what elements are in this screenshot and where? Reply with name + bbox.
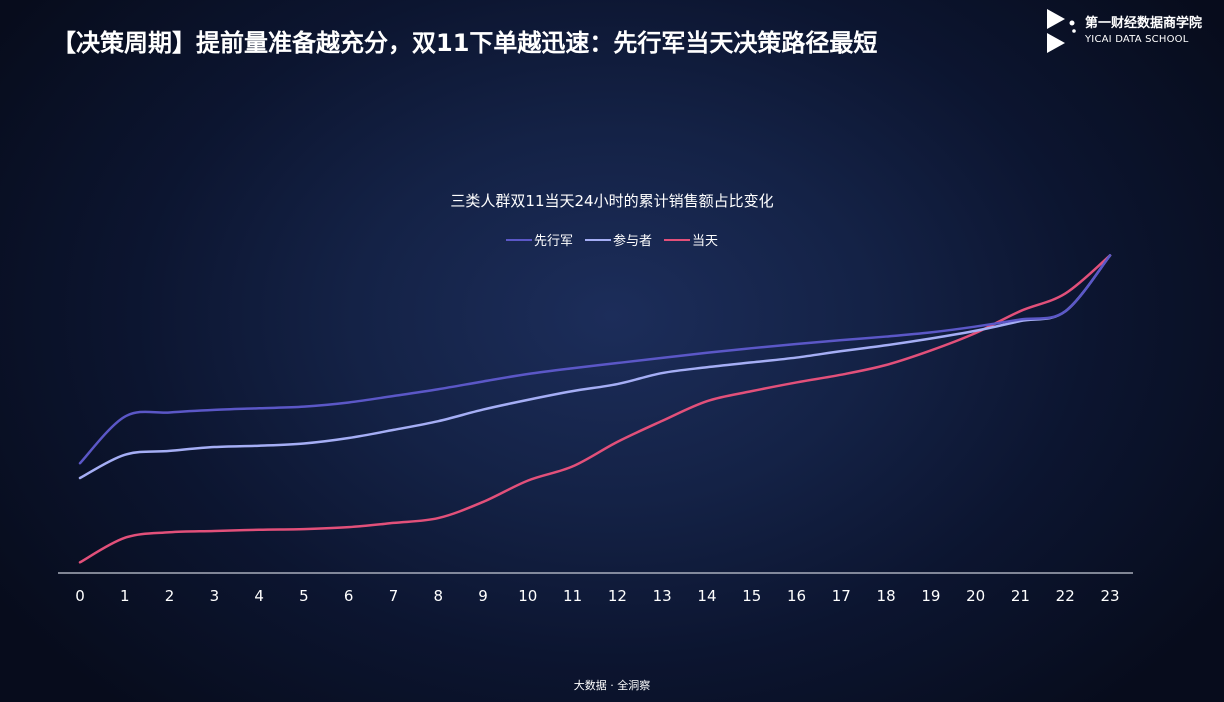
x-tick-label: 17 xyxy=(832,587,851,605)
series-line-0 xyxy=(78,254,1112,465)
x-tick-label: 8 xyxy=(433,587,443,605)
legend-swatch-series-0 xyxy=(505,238,532,241)
x-tick-label: 0 xyxy=(75,587,85,605)
footer-tagline: 大数据 · 全洞察 xyxy=(573,679,651,692)
x-tick-label: 23 xyxy=(1100,587,1119,605)
legend-swatch-series-1 xyxy=(584,238,611,241)
series-line-2 xyxy=(78,254,1112,564)
x-tick-label: 12 xyxy=(608,587,627,605)
x-tick-label: 1 xyxy=(120,587,130,605)
legend-label-series-1: 参与者 xyxy=(612,234,652,249)
x-tick-label: 19 xyxy=(921,587,940,605)
x-tick-label: 7 xyxy=(389,587,399,605)
legend-item-series-0: 先行军 xyxy=(505,230,573,249)
chart-legend: 先行军 参与者 当天 xyxy=(0,230,1224,249)
yicai-logo-icon xyxy=(1046,9,1076,53)
chart-title: 三类人群双11当天24小时的累计销售额占比变化 xyxy=(450,192,774,210)
x-tick-label: 9 xyxy=(478,587,488,605)
x-tick-label: 21 xyxy=(1011,587,1030,605)
x-tick-label: 22 xyxy=(1056,587,1075,605)
x-tick-label: 6 xyxy=(344,587,354,605)
page-title: 【决策周期】提前量准备越充分，双11下单越迅速：先行军当天决策路径最短 xyxy=(52,29,878,57)
x-tick-label: 18 xyxy=(877,587,896,605)
legend-swatch-series-2 xyxy=(664,238,690,241)
x-tick-label: 10 xyxy=(518,587,537,605)
x-tick-label: 20 xyxy=(966,587,985,605)
brand-name: 第一财经数据商学院 xyxy=(1084,16,1202,31)
x-tick-label: 2 xyxy=(165,587,175,605)
x-tick-label: 3 xyxy=(210,587,220,605)
x-tick-label: 14 xyxy=(697,587,716,605)
brand-subtitle: YICAI DATA SCHOOL xyxy=(1084,34,1189,45)
brand-logo-block: 第一财经数据商学院 YICAI DATA SCHOOL xyxy=(1045,6,1202,56)
x-tick-label: 13 xyxy=(653,587,672,605)
x-tick-label: 16 xyxy=(787,587,806,605)
series-line-1 xyxy=(78,254,1112,480)
x-tick-label: 4 xyxy=(254,587,264,605)
x-tick-label: 15 xyxy=(742,587,761,605)
legend-label-series-2: 当天 xyxy=(692,234,719,249)
x-tick-label: 11 xyxy=(563,587,582,605)
x-tick-label: 5 xyxy=(299,587,309,605)
legend-item-series-2: 当天 xyxy=(664,230,718,249)
legend-item-series-1: 参与者 xyxy=(584,230,652,249)
legend-label-series-0: 先行军 xyxy=(533,234,573,249)
